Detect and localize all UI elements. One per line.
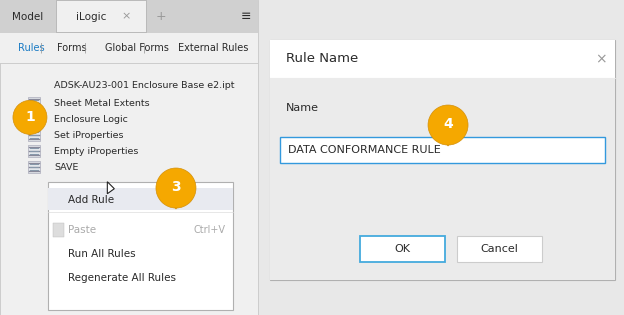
Text: 4: 4 (443, 117, 453, 131)
Circle shape (13, 100, 47, 135)
Bar (28, 145, 40, 157)
Text: |: | (40, 43, 43, 53)
Bar (48, 188, 233, 210)
Text: DATA CONFORMANCE RULE: DATA CONFORMANCE RULE (288, 145, 441, 155)
Bar (28, 113, 40, 125)
Text: |: | (143, 43, 146, 53)
Text: Name: Name (286, 103, 319, 113)
Bar (28, 161, 40, 173)
Text: |: | (84, 43, 87, 53)
Text: Forms: Forms (57, 43, 87, 53)
Polygon shape (18, 117, 42, 135)
Text: ×: × (595, 52, 607, 66)
Text: Empty iProperties: Empty iProperties (54, 146, 139, 156)
Text: Global Forms: Global Forms (105, 43, 169, 53)
Text: Cancel: Cancel (480, 244, 519, 254)
Text: Ctrl+V: Ctrl+V (193, 225, 225, 235)
Text: ADSK-AU23-001 Enclosure Base e2.ipt: ADSK-AU23-001 Enclosure Base e2.ipt (54, 81, 235, 89)
Text: Rule Name: Rule Name (286, 53, 358, 66)
Text: Run All Rules: Run All Rules (68, 249, 135, 259)
Text: 1: 1 (25, 110, 35, 123)
Bar (0, 0, 258, 315)
Bar (56, 0, 146, 32)
Bar (270, 40, 615, 78)
Text: Regenerate All Rules: Regenerate All Rules (68, 273, 176, 283)
Text: SAVE: SAVE (54, 163, 79, 171)
Text: 3: 3 (171, 180, 181, 194)
Bar (270, 78, 615, 280)
Bar (0, 0, 258, 33)
Bar (48, 182, 233, 310)
Bar (270, 40, 615, 280)
Text: iLogic: iLogic (76, 12, 106, 21)
Text: OK: OK (394, 244, 411, 254)
Bar (280, 137, 605, 163)
Circle shape (156, 168, 196, 208)
Circle shape (428, 105, 468, 145)
Text: Enclosure Logic: Enclosure Logic (54, 114, 128, 123)
Bar (53, 223, 64, 237)
Text: ≡: ≡ (241, 10, 251, 23)
Text: Paste: Paste (68, 225, 96, 235)
Text: +: + (155, 10, 167, 23)
Polygon shape (434, 125, 462, 146)
Text: Model: Model (12, 12, 44, 21)
Text: External Rules: External Rules (178, 43, 248, 53)
Polygon shape (107, 182, 114, 194)
Text: Rules: Rules (18, 43, 45, 53)
Text: Set iProperties: Set iProperties (54, 130, 124, 140)
Text: ×: × (121, 12, 130, 21)
Bar (28, 97, 40, 109)
Bar (28, 129, 40, 141)
Bar (457, 236, 542, 262)
Bar (360, 236, 445, 262)
Bar (0, 33, 258, 63)
Text: Sheet Metal Extents: Sheet Metal Extents (54, 99, 150, 107)
Polygon shape (162, 188, 190, 209)
Text: Add Rule: Add Rule (68, 195, 114, 205)
